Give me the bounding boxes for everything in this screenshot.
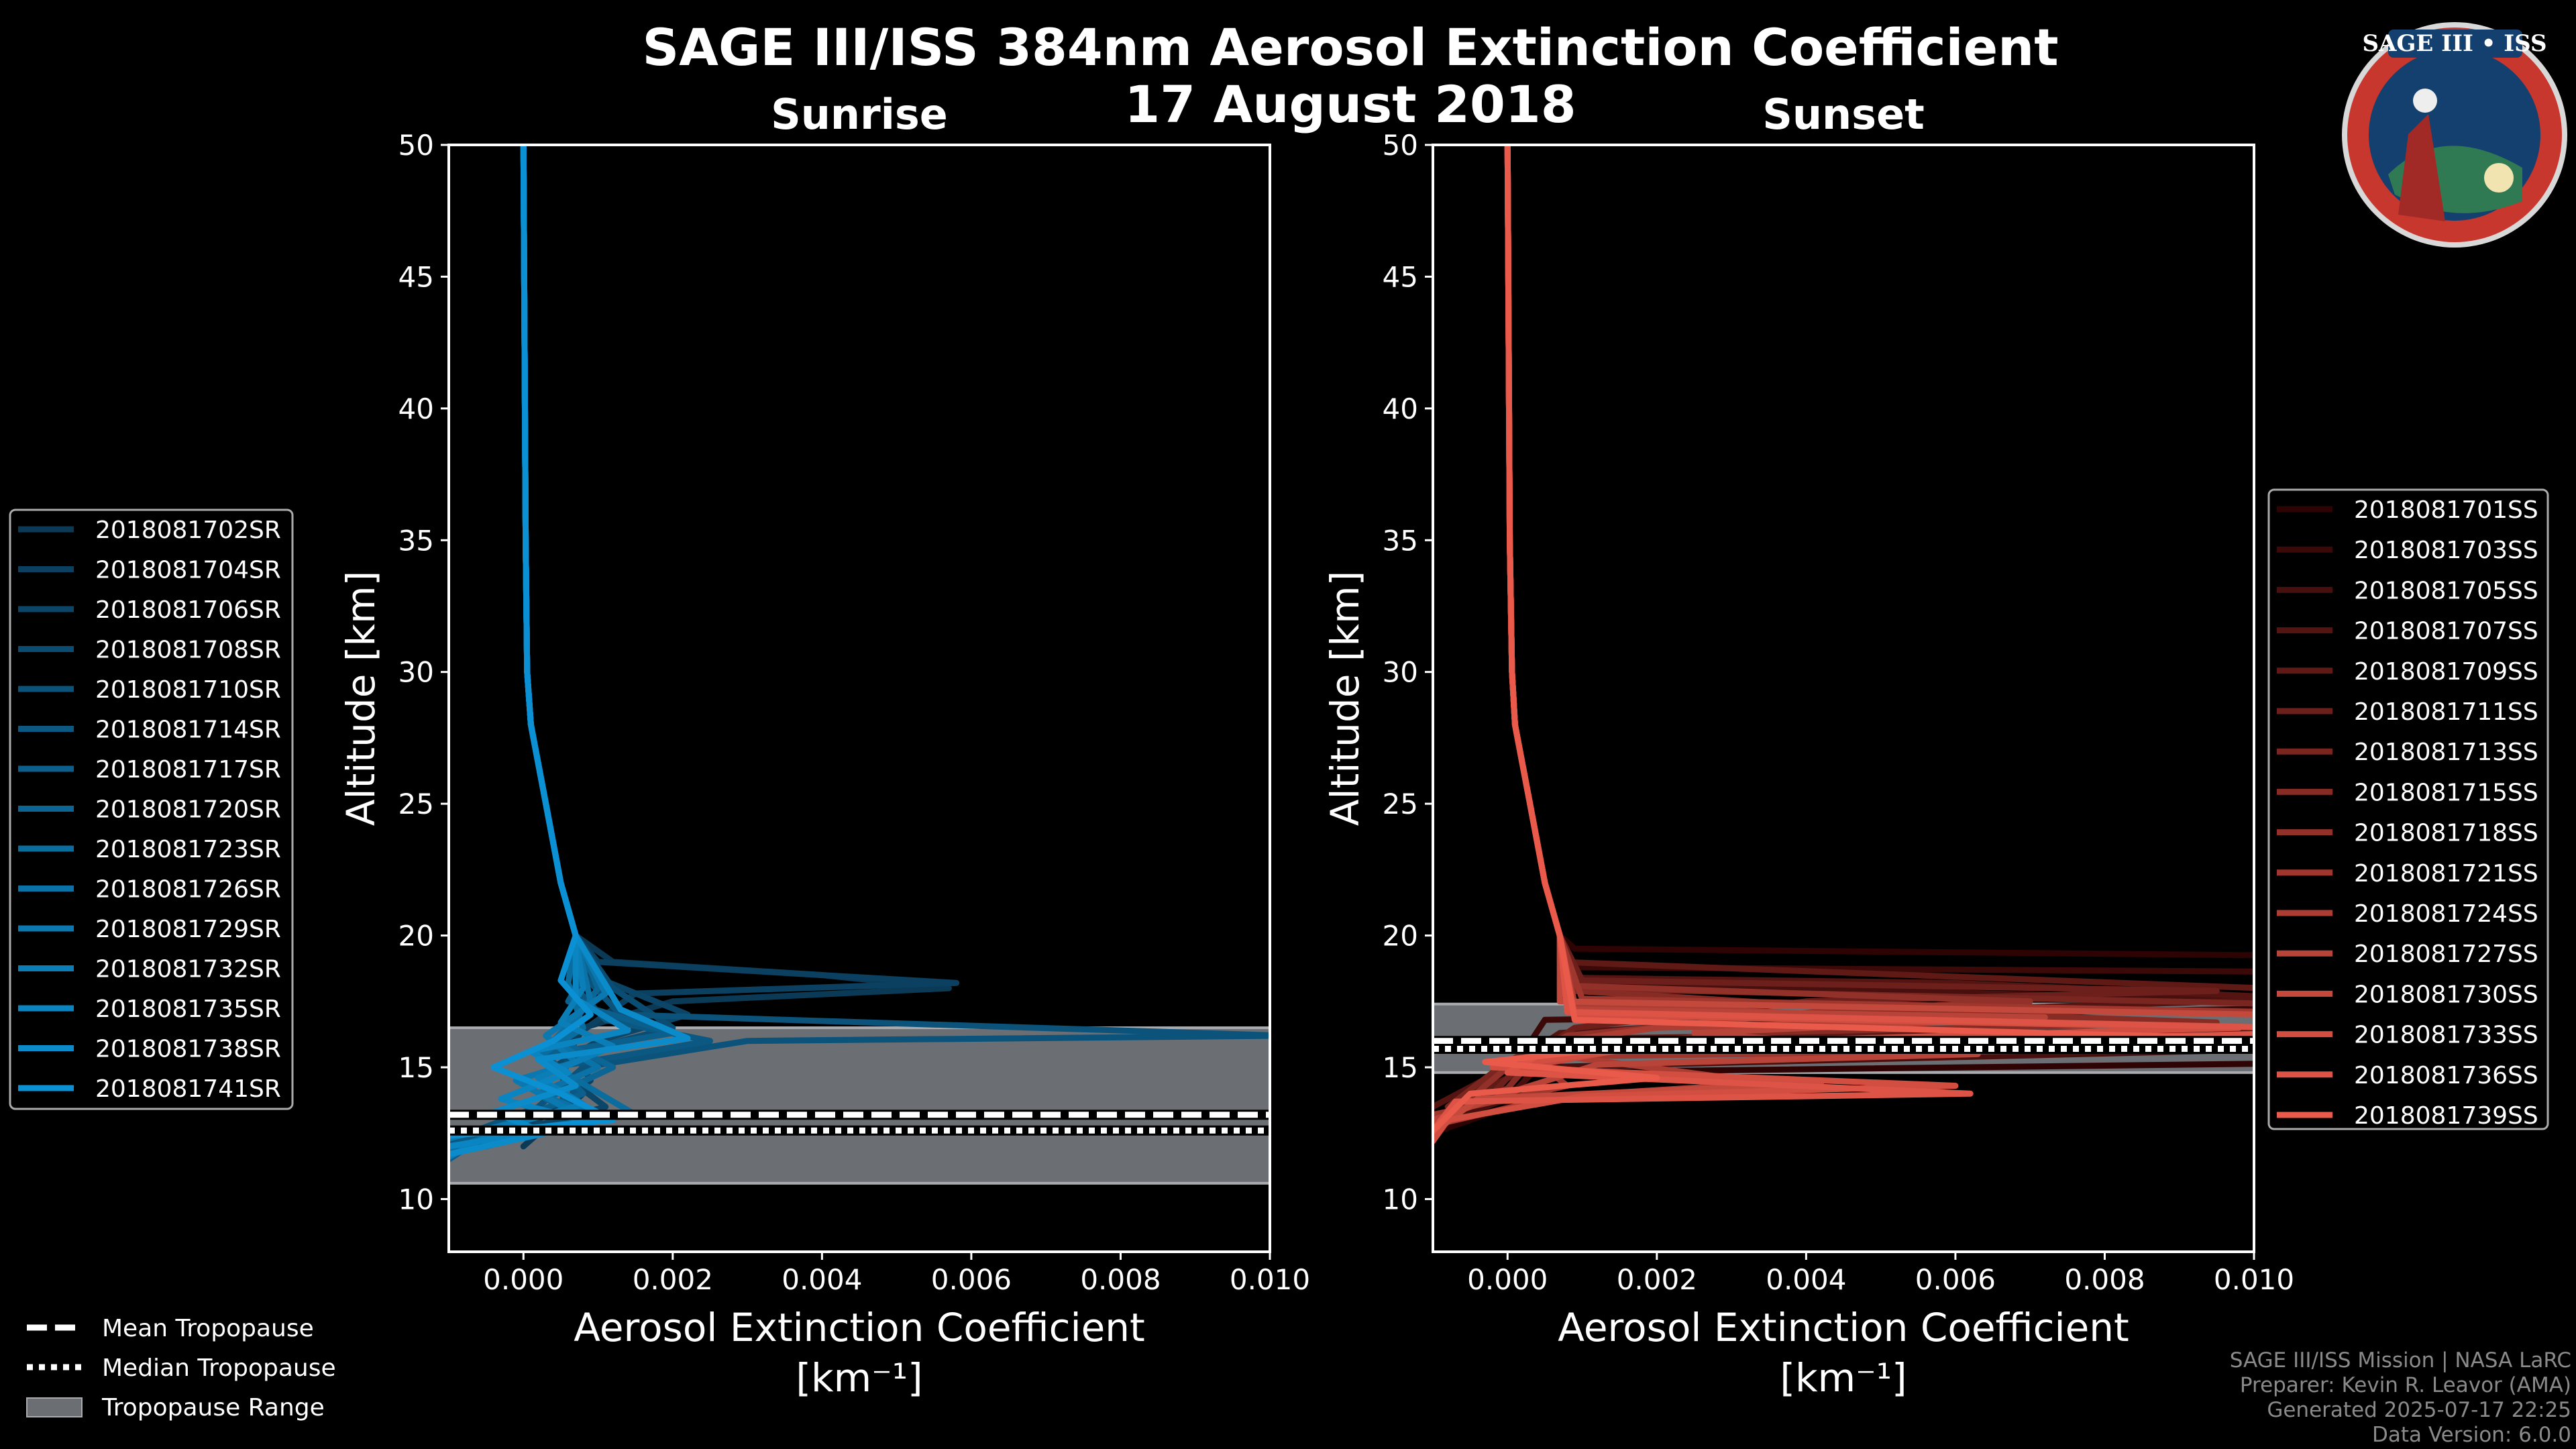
legend-label: 2018081713SS: [2354, 739, 2538, 766]
legend-label: 2018081729SR: [95, 916, 281, 943]
legend-label: 2018081736SS: [2354, 1062, 2538, 1089]
x-tick-label: 0.004: [1766, 1263, 1846, 1296]
legend-label: 2018081727SS: [2354, 941, 2538, 968]
sunset-plot: 10 15 20 25 30 35 40 45 50 0.000 0.002 0.004 0.006 0.…: [1383, 129, 2295, 1296]
axes-frame: [1432, 144, 2255, 1253]
legend-label: 2018081739SS: [2354, 1102, 2538, 1130]
y-tick-label: 25: [1383, 788, 1418, 820]
legend-label: 2018081723SR: [95, 836, 281, 863]
legend-label: 2018081721SS: [2354, 860, 2538, 888]
legend-label: 2018081714SR: [95, 716, 281, 744]
x-tick-label: 0.008: [1080, 1263, 1161, 1296]
legend-label: 2018081741SR: [95, 1075, 281, 1103]
y-tick-label: 40: [1383, 392, 1418, 425]
legend-label: 2018081711SS: [2354, 698, 2538, 726]
legend-label: 2018081724SS: [2354, 900, 2538, 928]
y-tick-label: 30: [1383, 656, 1418, 689]
sunrise-x-axis-label: Aerosol Extinction Coefficient: [574, 1305, 1145, 1350]
legend-label: 2018081726SR: [95, 876, 281, 904]
credit-data-version: Data Version: 6.0.0: [2372, 1423, 2571, 1447]
legend-label: 2018081720SR: [95, 796, 281, 824]
legend-label: 2018081715SS: [2354, 779, 2538, 806]
sunrise-panel-title: Sunrise: [771, 90, 948, 139]
y-tick-label: 40: [398, 392, 434, 425]
legend-label: 2018081709SS: [2354, 658, 2538, 686]
sage-iii-iss-logo: SAGE III • ISS: [2342, 22, 2567, 248]
legend-label: 2018081717SR: [95, 756, 281, 784]
profile-line-2018081741SR: [449, 145, 616, 1139]
y-tick-label: 10: [398, 1183, 434, 1216]
median-tropopause-label: Median Tropopause: [102, 1354, 336, 1382]
legend-label: 2018081735SR: [95, 996, 281, 1023]
sunset-x-axis-unit: [km⁻¹]: [1780, 1355, 1907, 1401]
plot-area: [449, 145, 1270, 1185]
x-tick-label: 0.002: [633, 1263, 713, 1296]
y-tick-label: 50: [398, 129, 434, 162]
y-tick-label: 35: [1383, 524, 1418, 557]
y-tick-label: 10: [1383, 1183, 1418, 1216]
legend-label: 2018081703SS: [2354, 537, 2538, 564]
legend-label: 2018081706SR: [95, 596, 281, 624]
legend-label: 2018081702SR: [95, 517, 281, 544]
sunset-panel-title: Sunset: [1762, 90, 1925, 139]
credit-generated: Generated 2025-07-17 22:25: [2267, 1398, 2571, 1422]
x-tick-label: 0.010: [1230, 1263, 1310, 1296]
legend-label: 2018081738SR: [95, 1036, 281, 1063]
legend-label: 2018081718SS: [2354, 820, 2538, 847]
x-tick-label: 0.006: [1915, 1263, 1996, 1296]
legend-label: 2018081710SR: [95, 676, 281, 704]
y-tick-label: 35: [398, 524, 434, 557]
sunrise-x-axis-unit: [km⁻¹]: [796, 1355, 922, 1401]
x-tick-label: 0.008: [2064, 1263, 2145, 1296]
y-tick-label: 45: [1383, 260, 1418, 293]
y-tick-label: 30: [398, 656, 434, 689]
y-tick-label: 20: [398, 920, 434, 953]
axes-frame: [447, 144, 1271, 1253]
x-tick-label: 0.000: [1467, 1263, 1548, 1296]
legend-label: 2018081733SS: [2354, 1022, 2538, 1049]
y-tick-label: 15: [398, 1051, 434, 1084]
figure-title: SAGE III/ISS 384nm Aerosol Extinction Co…: [642, 17, 2058, 77]
sunrise-y-axis-label: Altitude [km]: [338, 571, 384, 826]
logo-text: SAGE III • ISS: [2362, 30, 2546, 57]
legend-label: 2018081708SR: [95, 637, 281, 664]
profile-line-2018081739SS: [1433, 145, 2254, 1136]
legend-label: 2018081704SR: [95, 557, 281, 584]
tropopause-legend: Mean Tropopause Median Tropopause Tropop…: [26, 1315, 336, 1421]
y-tick-label: 45: [398, 260, 434, 293]
x-tick-label: 0.002: [1617, 1263, 1697, 1296]
y-tick-label: 15: [1383, 1051, 1418, 1084]
sunset-legend: 2018081701SS 2018081703SS 2018081705SS 2018…: [2267, 488, 2549, 1130]
tropopause-range-swatch: [26, 1397, 83, 1417]
x-tick-label: 0.010: [2214, 1263, 2294, 1296]
y-tick-label: 20: [1383, 920, 1418, 953]
credit-mission: SAGE III/ISS Mission | NASA LaRC: [2230, 1348, 2571, 1373]
figure-date: 17 August 2018: [1124, 74, 1576, 134]
y-tick-label: 50: [1383, 129, 1418, 162]
y-tick-label: 25: [398, 788, 434, 820]
sunrise-plot: 10 15 20 25 30 35 40 45 50 0.000 0.002 0.004 0.006 0.…: [398, 129, 1311, 1296]
legend-label: 2018081707SS: [2354, 618, 2538, 645]
legend-label: 2018081730SS: [2354, 981, 2538, 1008]
x-tick-label: 0.006: [931, 1263, 1012, 1296]
tropopause-range-label: Tropopause Range: [101, 1394, 325, 1421]
mean-tropopause-label: Mean Tropopause: [102, 1315, 314, 1342]
sunset-y-axis-label: Altitude [km]: [1322, 571, 1368, 826]
credit-preparer: Preparer: Kevin R. Leavor (AMA): [2240, 1373, 2571, 1397]
sunrise-legend: 2018081702SR 2018081704SR 2018081706SR 2018…: [9, 508, 294, 1110]
x-tick-label: 0.000: [483, 1263, 564, 1296]
legend-label: 2018081701SS: [2354, 496, 2538, 524]
legend-label: 2018081732SR: [95, 956, 281, 983]
sunset-x-axis-label: Aerosol Extinction Coefficient: [1558, 1305, 2129, 1350]
legend-label: 2018081705SS: [2354, 577, 2538, 604]
x-tick-label: 0.004: [782, 1263, 862, 1296]
